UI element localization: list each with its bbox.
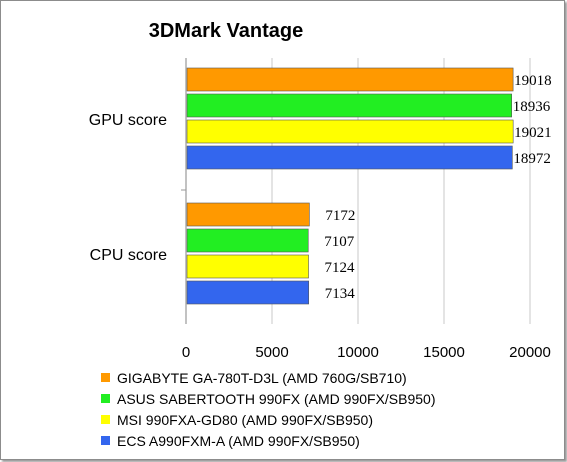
category-label: GPU score <box>89 112 167 129</box>
value-label: 7107 <box>324 234 355 250</box>
bar <box>186 119 514 144</box>
chart-title: 3DMark Vantage <box>149 20 304 42</box>
category-labels: GPU score CPU score <box>89 112 167 264</box>
legend-swatch <box>101 436 110 445</box>
legend: GIGABYTE GA-780T-D3L (AMD 760G/SB710) ASU… <box>101 370 436 449</box>
bars <box>186 67 514 305</box>
x-tick-label: 20000 <box>509 344 551 361</box>
legend-swatch <box>101 394 110 403</box>
value-label: 19018 <box>514 73 552 89</box>
bar <box>186 145 513 170</box>
bar <box>186 254 309 279</box>
axes <box>181 58 187 324</box>
value-label: 19021 <box>514 125 552 141</box>
bar <box>186 93 512 118</box>
bar <box>186 67 514 92</box>
legend-label: ECS A990FXM-A (AMD 990FX/SB950) <box>117 433 360 449</box>
value-label: 18936 <box>513 99 551 115</box>
legend-swatch <box>101 373 110 382</box>
legend-label: GIGABYTE GA-780T-D3L (AMD 760G/SB710) <box>117 370 407 386</box>
legend-swatch <box>101 415 110 424</box>
bar <box>186 228 309 253</box>
bar <box>186 280 310 305</box>
value-labels: 19018 18936 19021 18972 7172 7107 7124 7134 <box>324 73 551 302</box>
value-label: 7172 <box>325 208 355 224</box>
value-label: 7124 <box>325 260 356 276</box>
value-label: 7134 <box>325 286 356 302</box>
x-tick-label: 0 <box>182 344 190 361</box>
x-tick-labels: 0 5000 10000 15000 20000 <box>182 344 551 361</box>
x-tick-label: 15000 <box>423 344 465 361</box>
x-tick-label: 10000 <box>337 344 379 361</box>
category-label: CPU score <box>90 247 167 264</box>
x-tick-label: 5000 <box>255 344 288 361</box>
legend-label: MSI 990FXA-GD80 (AMD 990FX/SB950) <box>117 412 373 428</box>
value-label: 18972 <box>513 151 551 167</box>
legend-label: ASUS SABERTOOTH 990FX (AMD 990FX/SB950) <box>117 391 436 407</box>
bar <box>186 202 310 227</box>
